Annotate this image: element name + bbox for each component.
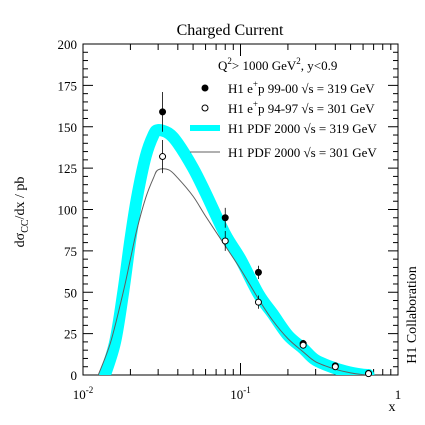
y-tick-label: 75 [64,244,77,259]
collaboration-label: H1 Collaboration [405,266,420,364]
pdf-curves [97,124,375,375]
y-axis-ticks: 0 25 50 75 100 125 150 175 200 [58,37,398,383]
data-point-301 [159,153,167,161]
data-point-301 [221,237,229,245]
y-tick-label: 25 [64,327,77,342]
data-point-319 [254,268,262,276]
data-point-301 [299,341,307,349]
chart-title: Charged Current [177,22,284,39]
y-tick-label: 125 [58,161,78,176]
legend-label: H1 PDF 2000 √s = 319 GeV [228,121,377,136]
legend-marker-filled-circle [201,84,209,92]
data-point-301 [365,370,373,378]
legend: H1 e+p 99-00 √s = 319 GeV H1 e+p 94-97 √s… [190,79,377,160]
legend-label: H1 e+p 99-00 √s = 319 GeV [228,79,375,96]
x-tick-label: 1 [395,387,402,402]
pdf-319-band [99,124,375,375]
data-point-301 [254,298,262,306]
data-point-301 [331,363,339,371]
data-point-319 [221,214,229,222]
y-tick-label: 175 [58,78,78,93]
data-points [159,91,373,378]
data-point-319 [159,108,167,116]
y-axis-label: dσCC/dx / pb [13,177,31,248]
y-tick-label: 150 [58,120,78,135]
y-tick-label: 200 [58,37,78,52]
kinematic-condition: Q2> 1000 GeV2, y<0.9 [218,56,337,73]
legend-label: H1 e+p 94-97 √s = 301 GeV [228,99,375,116]
x-axis-ticks: 10-2 10-1 1 [73,44,402,402]
y-tick-label: 0 [71,368,78,383]
x-axis-label: x [389,400,396,415]
x-tick-label: 10-2 [73,385,94,402]
y-tick-label: 50 [64,285,77,300]
x-tick-label: 10-1 [230,385,251,402]
legend-label: H1 PDF 2000 √s = 301 GeV [228,145,377,160]
y-tick-label: 100 [58,203,78,218]
pdf-301-line [97,168,369,375]
legend-marker-open-circle [201,104,209,112]
